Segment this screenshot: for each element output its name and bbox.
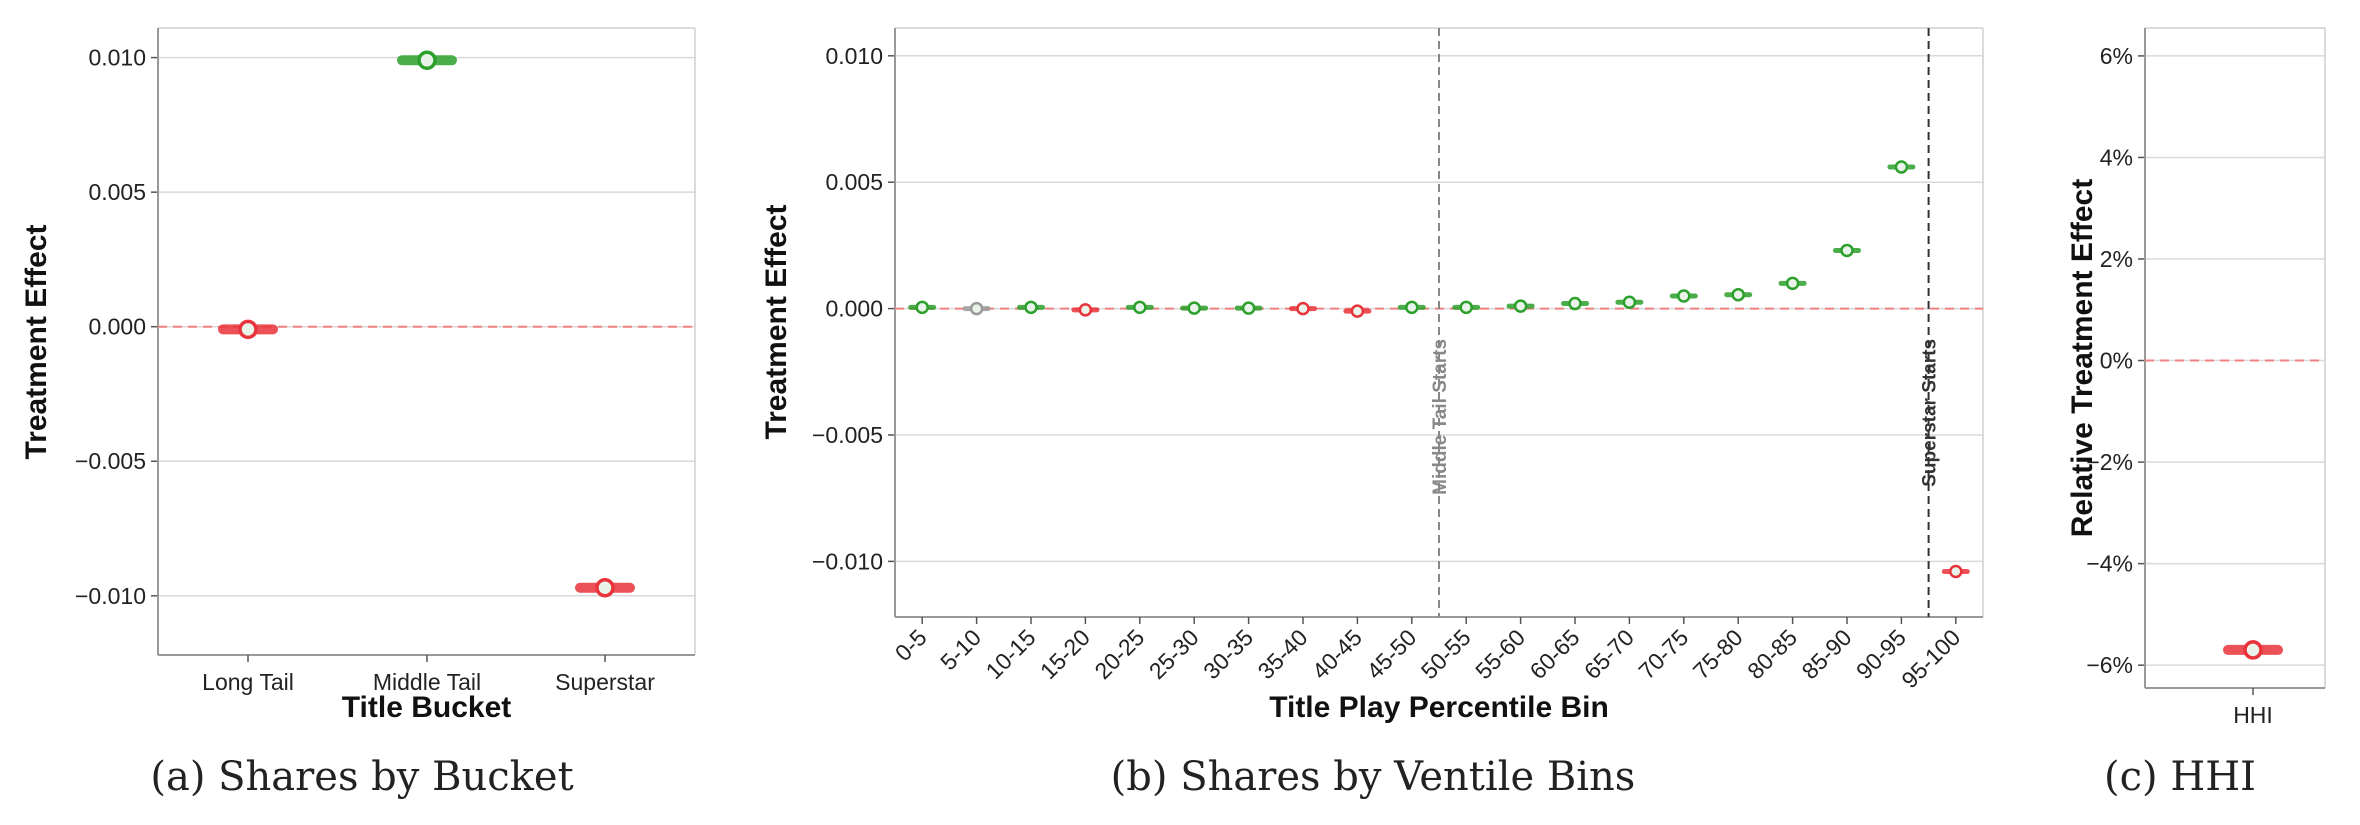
data-point xyxy=(1785,276,1800,291)
vline-label: Middle Tail Starts xyxy=(1430,339,1451,495)
y-axis-title: Treatment Effect xyxy=(760,204,793,439)
x-tick-label: HHI xyxy=(2233,702,2273,728)
y-tick-label: 4% xyxy=(2100,144,2133,170)
y-tick-label: 0.000 xyxy=(88,314,146,340)
x-tick-label: 95-100 xyxy=(1896,624,1965,693)
x-axis-title: Title Bucket xyxy=(342,691,512,724)
data-point xyxy=(1024,300,1038,315)
y-tick-label: 0% xyxy=(2100,348,2133,374)
y-axis-title: Relative Treatment Effect xyxy=(2066,179,2099,537)
x-tick-label: 75-80 xyxy=(1688,624,1748,684)
data-point xyxy=(969,301,984,316)
y-axis-title: Treatment Effect xyxy=(20,224,53,459)
x-tick-label: 10-15 xyxy=(981,624,1041,684)
x-tick-label: 35-40 xyxy=(1253,624,1313,684)
data-point xyxy=(1405,300,1419,315)
x-tick-label: 50-55 xyxy=(1416,624,1476,684)
x-tick-label: 40-45 xyxy=(1307,624,1367,684)
y-tick-label: 2% xyxy=(2100,246,2133,272)
y-tick-label: 6% xyxy=(2100,43,2133,69)
data-point xyxy=(1894,160,1909,174)
data-point xyxy=(1949,564,1963,579)
x-tick-label: 15-20 xyxy=(1035,624,1095,684)
y-tick-label: −0.005 xyxy=(812,422,883,448)
y-tick-label: 0.005 xyxy=(88,179,146,205)
y-tick-label: 0.000 xyxy=(825,296,883,322)
data-point xyxy=(1731,287,1745,302)
y-tick-label: −2% xyxy=(2086,449,2133,475)
panel-caption: (a) Shares by Bucket xyxy=(150,754,573,800)
x-tick-label: 70-75 xyxy=(1633,624,1693,684)
x-tick-label: Middle Tail xyxy=(373,669,481,695)
y-tick-label: 0.010 xyxy=(825,43,883,69)
x-tick-label: Long Tail xyxy=(202,669,294,695)
y-tick-label: −6% xyxy=(2086,652,2133,678)
y-tick-label: −4% xyxy=(2086,551,2133,577)
data-point xyxy=(1350,304,1365,318)
x-tick-label: 30-35 xyxy=(1198,624,1258,684)
data-point xyxy=(1296,301,1310,316)
data-point xyxy=(1133,300,1147,315)
y-tick-label: −0.010 xyxy=(75,583,146,609)
x-axis-title: Title Play Percentile Bin xyxy=(1269,691,1609,724)
data-point xyxy=(1677,289,1691,303)
data-point xyxy=(915,300,929,315)
x-tick-label: Superstar xyxy=(555,669,655,695)
panel-caption: (b) Shares by Ventile Bins xyxy=(1111,754,1636,800)
data-point xyxy=(2243,640,2263,660)
x-tick-label: 5-10 xyxy=(935,624,986,675)
x-tick-label: 45-50 xyxy=(1361,624,1421,684)
x-tick-label: 0-5 xyxy=(890,624,932,666)
data-point xyxy=(238,319,258,340)
data-point xyxy=(1459,300,1473,315)
x-tick-label: 55-60 xyxy=(1470,624,1530,684)
x-tick-label: 25-30 xyxy=(1144,624,1204,684)
y-tick-label: 0.005 xyxy=(825,169,883,195)
data-point xyxy=(1187,301,1201,315)
x-tick-label: 20-25 xyxy=(1089,624,1149,684)
y-tick-label: 0.010 xyxy=(88,45,146,71)
data-point xyxy=(1078,303,1093,317)
data-point xyxy=(1568,296,1582,311)
y-tick-label: −0.010 xyxy=(812,548,883,574)
data-point xyxy=(1513,299,1528,313)
vline-label: Superstar Starts xyxy=(1920,339,1941,487)
data-point xyxy=(595,577,615,598)
x-tick-label: 85-90 xyxy=(1797,624,1857,684)
y-tick-label: −0.005 xyxy=(75,448,146,474)
data-point xyxy=(417,50,437,71)
x-tick-label: 60-65 xyxy=(1525,624,1585,684)
panel-caption: (c) HHI xyxy=(2104,754,2256,800)
x-tick-label: 65-70 xyxy=(1579,624,1639,684)
data-point xyxy=(1840,243,1854,258)
data-point xyxy=(1241,301,1256,315)
x-tick-label: 80-85 xyxy=(1742,624,1802,684)
data-point xyxy=(1622,295,1637,310)
